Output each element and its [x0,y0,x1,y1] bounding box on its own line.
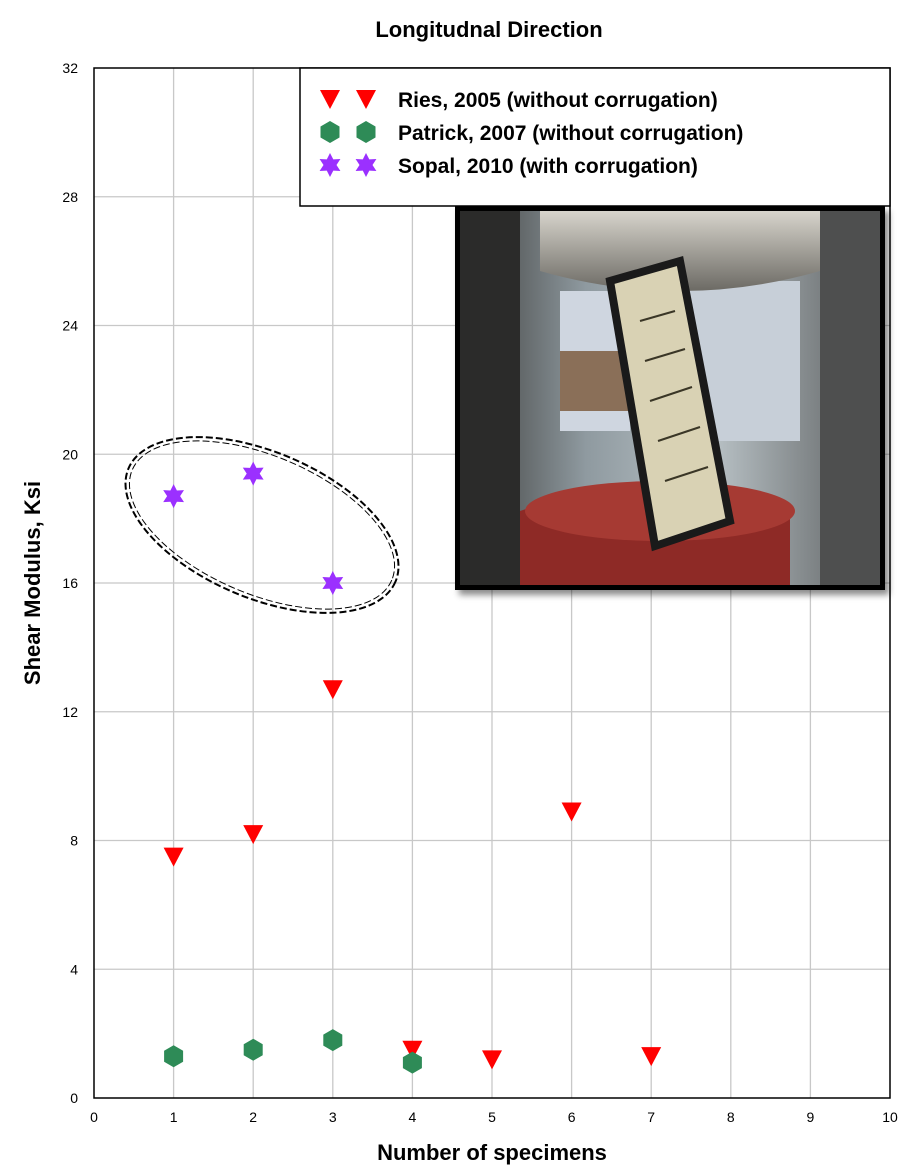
x-tick-label: 10 [882,1109,898,1125]
legend-marker-2 [319,153,341,177]
x-tick-label: 7 [647,1109,655,1125]
series-2-point [242,461,264,486]
series-2-point [322,571,344,595]
legend-marker-2 [355,153,377,177]
data-markers [163,461,662,1074]
y-tick-label: 24 [62,318,78,334]
x-tick-label: 4 [409,1109,417,1125]
legend: Ries, 2005 (without corrugation) Patrick,… [299,67,891,207]
y-axis-label: Shear Modulus, Ksi [20,481,45,685]
series-0-point [163,847,184,867]
legend-marker-1 [320,121,340,143]
legend-label-1: Patrick, 2007 (without corrugation) [398,122,743,145]
series-1-point [402,1051,422,1074]
series-2-point [163,484,184,509]
y-tick-label: 0 [70,1090,78,1106]
x-tick-label: 5 [488,1109,496,1125]
legend-box [299,67,891,207]
legend-label-2: Sopal, 2010 (with corrugation) [398,155,698,178]
x-tick-label: 9 [807,1109,815,1125]
y-tick-label: 28 [62,189,78,205]
series-1-point [164,1045,184,1068]
x-tick-label: 2 [249,1109,257,1125]
highlight-ellipse [124,436,400,614]
y-tick-label: 32 [62,60,78,76]
x-tick-label: 0 [90,1109,98,1125]
series-1-point [243,1038,263,1061]
x-tick-label: 8 [727,1109,735,1125]
legend-marker-0 [320,90,340,109]
x-axis-label: Number of specimens [377,1140,607,1165]
series-0-point [243,825,264,845]
legend-label-0: Ries, 2005 (without corrugation) [398,89,718,112]
legend-marker-0 [356,90,376,109]
y-tick-label: 16 [62,575,78,591]
y-tick-label: 20 [62,446,78,462]
y-tick-label: 12 [62,704,78,720]
specimen-test-photo [455,206,885,590]
series-0-point [641,1047,662,1067]
legend-marker-1 [356,121,376,143]
chart-title: Longitudnal Direction [375,17,602,42]
highlight-ellipse-inner [128,440,396,610]
series-0-point [322,680,343,700]
series-1-point [323,1029,343,1052]
y-tick-label: 8 [70,833,78,849]
series-0-point [482,1050,502,1070]
x-tick-label: 1 [170,1109,178,1125]
series-0-point [402,1040,423,1060]
x-tick-label: 3 [329,1109,337,1125]
series-0-point [561,802,582,822]
y-tick-label: 4 [70,961,78,977]
x-tick-label: 6 [568,1109,576,1125]
